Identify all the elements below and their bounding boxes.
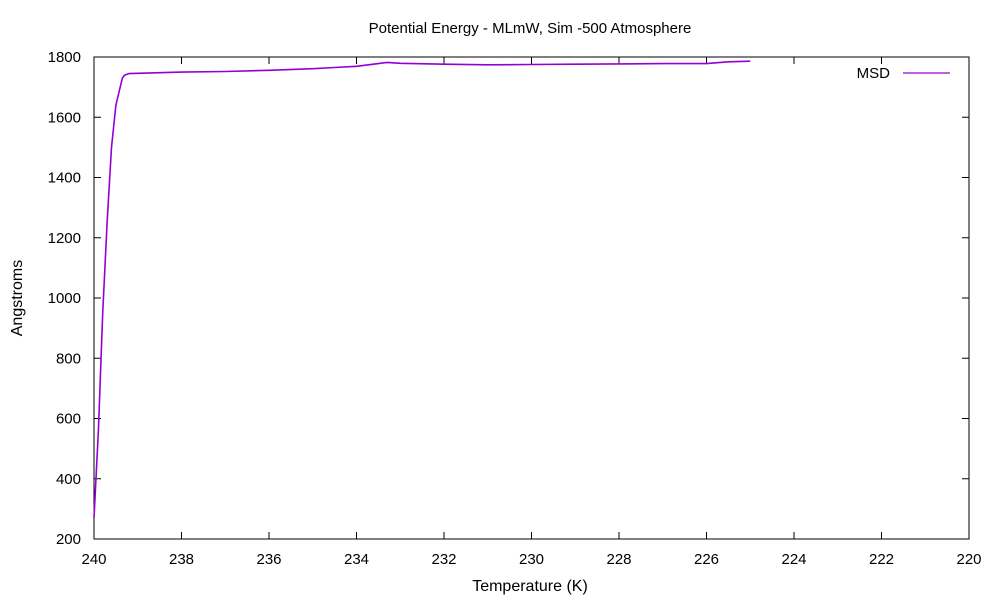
x-tick-label: 222	[869, 551, 894, 568]
x-tick-label: 230	[519, 551, 544, 568]
y-tick-label: 1600	[48, 109, 81, 126]
y-tick-label: 1000	[48, 290, 81, 307]
x-tick-label: 234	[344, 551, 369, 568]
x-tick-label: 224	[781, 551, 806, 568]
x-tick-label: 220	[956, 551, 981, 568]
y-tick-label: 600	[56, 411, 81, 428]
x-tick-label: 240	[81, 551, 106, 568]
y-tick-label: 1800	[48, 49, 81, 66]
x-tick-label: 228	[606, 551, 631, 568]
series-line-msd	[93, 60, 751, 518]
x-tick-label: 232	[431, 551, 456, 568]
y-tick-label: 1400	[48, 170, 81, 187]
y-axis-title: Angstroms	[9, 260, 26, 336]
y-tick-label: 1200	[48, 230, 81, 247]
chart-title: Potential Energy - MLmW, Sim -500 Atmosp…	[369, 20, 692, 37]
x-tick-label: 236	[256, 551, 281, 568]
x-tick-label: 226	[694, 551, 719, 568]
y-tick-label: 800	[56, 350, 81, 367]
plot-frame	[93, 56, 970, 540]
y-tick-label: 200	[56, 531, 81, 548]
x-axis-title: Temperature (K)	[472, 578, 588, 595]
x-tick-label: 238	[169, 551, 194, 568]
legend-label: MSD	[857, 65, 891, 82]
y-tick-label: 400	[56, 471, 81, 488]
plot-area: 240 238 236 234 232 230 228 226 224 222 220 200 400 6…	[48, 49, 982, 568]
